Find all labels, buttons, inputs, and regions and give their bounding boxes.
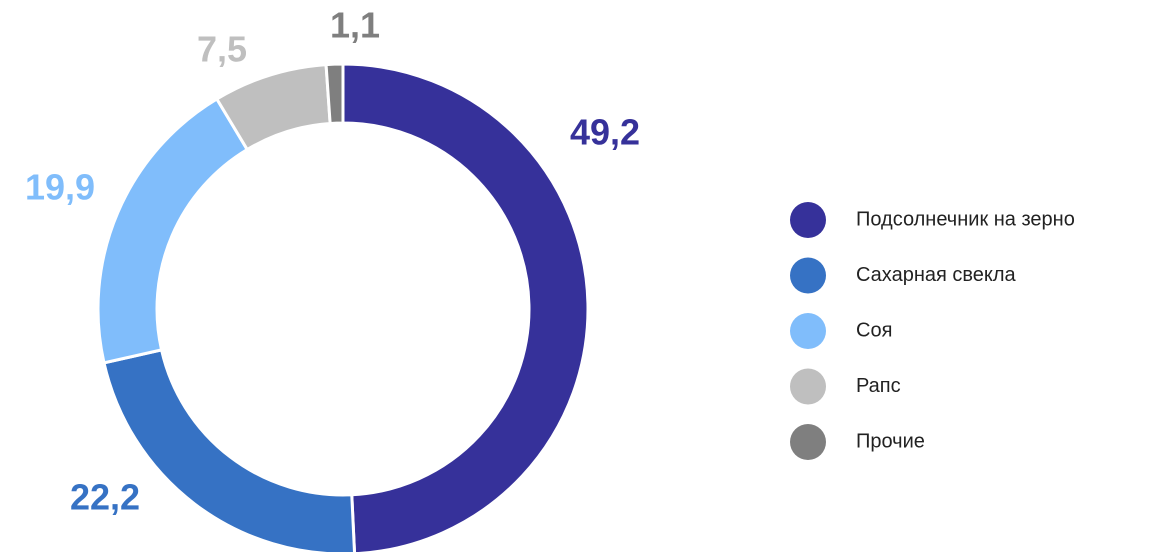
legend-label: Сахарная свекла [856,264,1017,286]
legend-label: Рапс [856,375,901,397]
legend-swatch [790,424,826,460]
value-label: 19,9 [25,167,95,208]
value-label: 7,5 [197,29,247,70]
legend-label: Прочие [856,430,925,452]
value-label: 1,1 [330,5,380,46]
legend-swatch [790,313,826,349]
value-label: 49,2 [570,112,640,153]
value-label: 22,2 [70,477,140,518]
legend-swatch [790,368,826,405]
legend-swatch [790,202,826,238]
legend-label: Подсолнечник на зерно [856,208,1075,230]
slice [324,62,345,126]
slice [102,348,356,552]
slice [96,96,250,365]
slice [341,62,590,552]
legend-swatch [790,257,826,294]
legend-label: Соя [856,319,892,341]
